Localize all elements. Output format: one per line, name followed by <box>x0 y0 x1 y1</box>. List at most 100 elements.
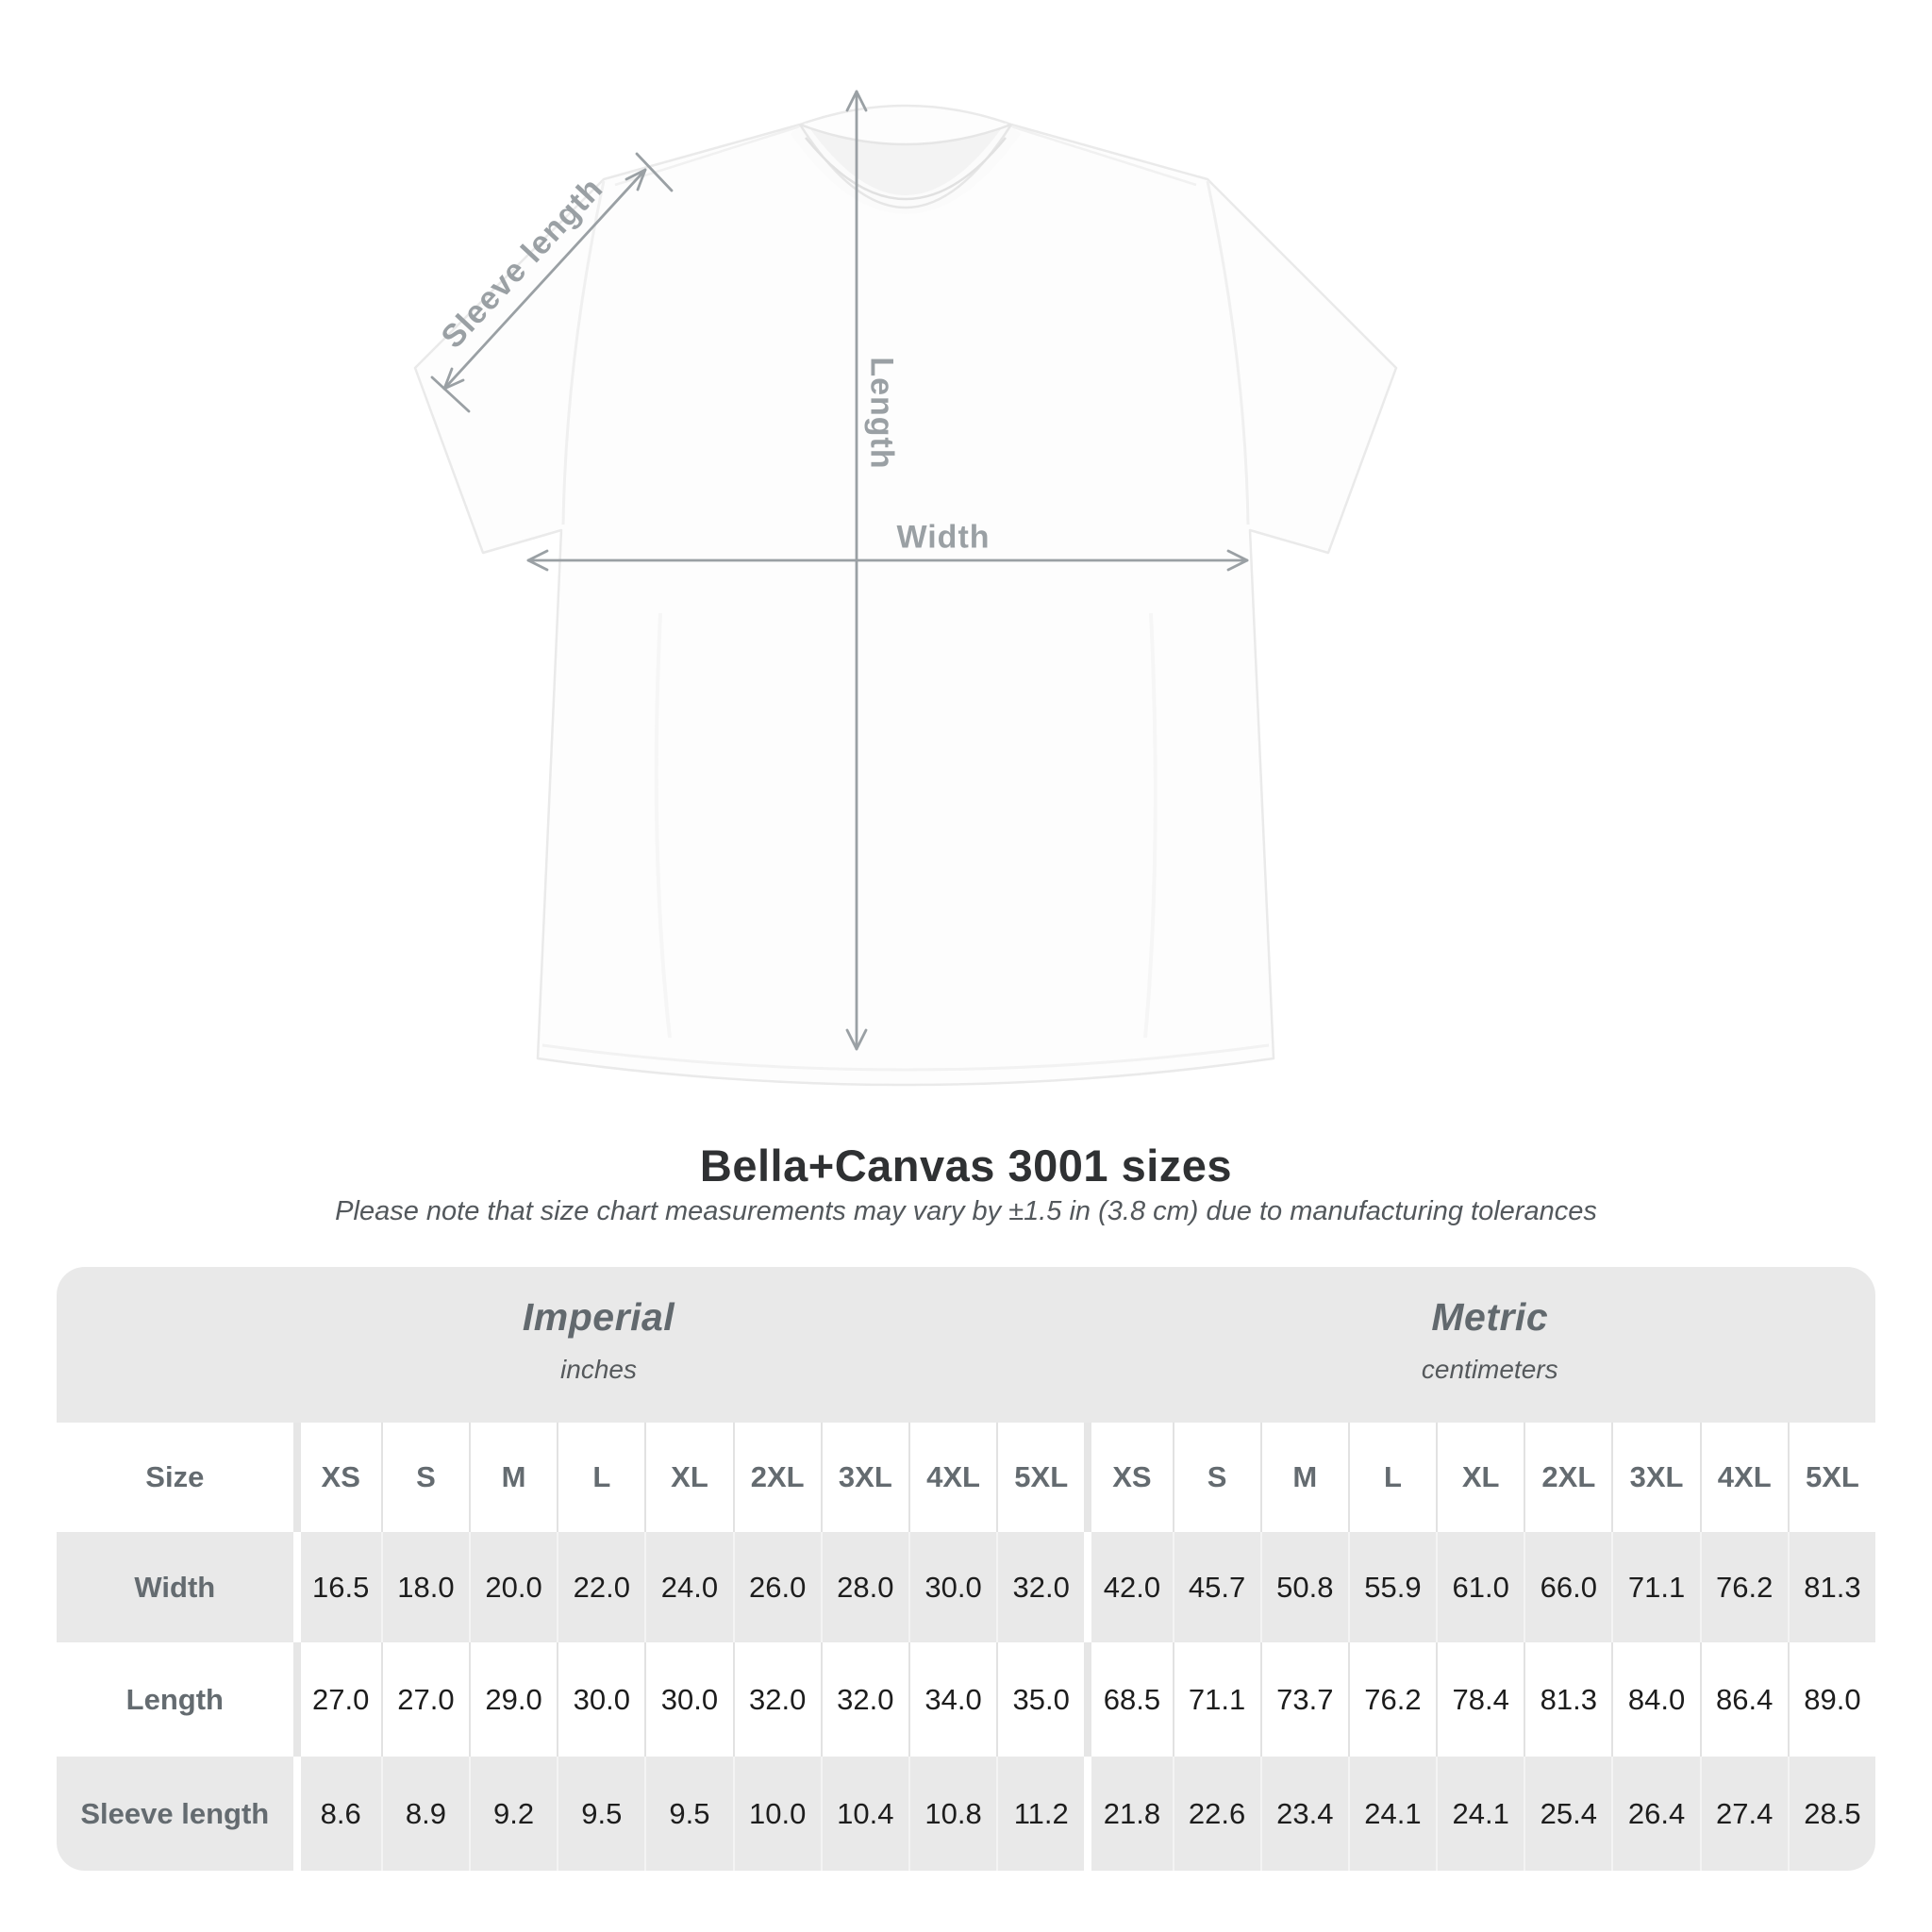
column-header-row: Size XS S M L XL 2XL 3XL 4XL 5XL XS S M L XL 2XL 3XL 4XL 5… <box>57 1423 1875 1532</box>
unit-header-band: Imperial inches Metric centimeters <box>57 1267 1875 1423</box>
metric-size-header: L <box>1347 1423 1436 1532</box>
metric-value-cell: 78.4 <box>1436 1642 1524 1757</box>
measurement-row: Length 27.0 27.0 29.0 30.0 30.0 32.0 32.0 34.0 35… <box>57 1642 1875 1757</box>
width-label: Width <box>896 519 991 556</box>
imperial-section-header: Imperial inches <box>523 1267 675 1423</box>
metric-value-cell: 27.4 <box>1699 1757 1788 1871</box>
metric-value-cell: 84.0 <box>1611 1642 1699 1757</box>
imperial-label: Imperial <box>522 1295 675 1339</box>
metric-value-cell: 73.7 <box>1259 1642 1348 1757</box>
metric-value-cell: 55.9 <box>1347 1532 1436 1642</box>
metric-label: Metric <box>1431 1295 1549 1339</box>
metric-value-cell: 22.6 <box>1172 1757 1260 1871</box>
imperial-value-cell: 9.2 <box>469 1757 557 1871</box>
imperial-value-cell: 30.0 <box>908 1532 996 1642</box>
metric-value-cell: 42.0 <box>1084 1532 1172 1642</box>
metric-value-cell: 76.2 <box>1347 1642 1436 1757</box>
imperial-value-cell: 10.8 <box>908 1757 996 1871</box>
tolerance-note: Please note that size chart measurements… <box>335 1196 1597 1226</box>
tshirt-measurement-diagram: Sleeve length Length Width <box>413 90 1398 1087</box>
metric-unit-label: centimeters <box>1421 1355 1558 1384</box>
metric-value-cell: 28.5 <box>1787 1757 1875 1871</box>
metric-size-header: M <box>1259 1423 1348 1532</box>
page-title: Bella+Canvas 3001 sizes <box>699 1141 1233 1191</box>
metric-value-cell: 61.0 <box>1436 1532 1524 1642</box>
metric-size-header: 4XL <box>1699 1423 1788 1532</box>
metric-size-header: 5XL <box>1787 1423 1875 1532</box>
metric-value-cell: 81.3 <box>1524 1642 1611 1757</box>
imperial-value-cell: 11.2 <box>996 1757 1084 1871</box>
measurement-row: Sleeve length 8.6 8.9 9.2 9.5 9.5 10.0 10.4 10.8… <box>57 1757 1875 1871</box>
imperial-size-header: 2XL <box>732 1423 821 1532</box>
metric-value-cell: 23.4 <box>1259 1757 1348 1871</box>
imperial-value-cell: 10.0 <box>732 1757 821 1871</box>
imperial-value-cell: 32.0 <box>732 1642 821 1757</box>
metric-size-header: S <box>1172 1423 1260 1532</box>
row-label: Width <box>134 1570 216 1604</box>
metric-size-header: XS <box>1084 1423 1172 1532</box>
tshirt-illustration <box>413 90 1398 1087</box>
length-label: Length <box>863 357 900 470</box>
sleeve-length-arrow <box>442 168 647 391</box>
size-table: Imperial inches Metric centimeters Size X… <box>57 1267 1875 1871</box>
metric-value-cell: 71.1 <box>1611 1532 1699 1642</box>
metric-value-cell: 66.0 <box>1524 1532 1611 1642</box>
imperial-size-header: M <box>469 1423 557 1532</box>
metric-section-header: Metric centimeters <box>1422 1267 1558 1423</box>
metric-size-header: 3XL <box>1611 1423 1699 1532</box>
metric-value-cell: 24.1 <box>1347 1757 1436 1871</box>
tshirt-collar <box>790 123 1022 214</box>
dimension-arrows <box>430 90 1249 1051</box>
imperial-value-cell: 18.0 <box>380 1532 469 1642</box>
imperial-value-cell: 26.0 <box>732 1532 821 1642</box>
imperial-value-cell: 30.0 <box>644 1642 732 1757</box>
imperial-value-cell: 16.5 <box>292 1532 381 1642</box>
metric-value-cell: 86.4 <box>1699 1642 1788 1757</box>
imperial-value-cell: 35.0 <box>996 1642 1084 1757</box>
imperial-value-cell: 22.0 <box>557 1532 644 1642</box>
imperial-size-header: 5XL <box>996 1423 1084 1532</box>
imperial-value-cell: 8.6 <box>292 1757 381 1871</box>
metric-value-cell: 24.1 <box>1436 1757 1524 1871</box>
imperial-value-cell: 32.0 <box>820 1642 908 1757</box>
imperial-size-header: S <box>380 1423 469 1532</box>
imperial-value-cell: 8.9 <box>380 1757 469 1871</box>
tshirt-body-shape <box>413 104 1398 1087</box>
metric-size-header: 2XL <box>1524 1423 1611 1532</box>
imperial-size-header: XS <box>292 1423 381 1532</box>
imperial-value-cell: 24.0 <box>644 1532 732 1642</box>
imperial-value-cell: 28.0 <box>820 1532 908 1642</box>
imperial-unit-label: inches <box>560 1355 637 1384</box>
size-column-header: Size <box>145 1460 205 1493</box>
imperial-value-cell: 30.0 <box>557 1642 644 1757</box>
metric-value-cell: 45.7 <box>1172 1532 1260 1642</box>
imperial-value-cell: 9.5 <box>557 1757 644 1871</box>
imperial-size-header: 4XL <box>908 1423 996 1532</box>
imperial-value-cell: 20.0 <box>469 1532 557 1642</box>
metric-value-cell: 25.4 <box>1524 1757 1611 1871</box>
imperial-value-cell: 32.0 <box>996 1532 1084 1642</box>
imperial-size-header: 3XL <box>820 1423 908 1532</box>
imperial-size-header: L <box>557 1423 644 1532</box>
imperial-value-cell: 10.4 <box>820 1757 908 1871</box>
row-label: Sleeve length <box>80 1796 270 1830</box>
measurement-row: Width 16.5 18.0 20.0 22.0 24.0 26.0 28.0 30.0 32.… <box>57 1532 1875 1642</box>
imperial-value-cell: 9.5 <box>644 1757 732 1871</box>
size-table-grid: Size XS S M L XL 2XL 3XL 4XL 5XL XS S M L XL 2XL 3XL 4XL 5… <box>57 1423 1875 1871</box>
imperial-size-header: XL <box>644 1423 732 1532</box>
metric-value-cell: 89.0 <box>1787 1642 1875 1757</box>
imperial-value-cell: 29.0 <box>469 1642 557 1757</box>
row-label: Length <box>125 1682 224 1716</box>
imperial-value-cell: 27.0 <box>380 1642 469 1757</box>
imperial-value-cell: 27.0 <box>292 1642 381 1757</box>
metric-size-header: XL <box>1436 1423 1524 1532</box>
metric-value-cell: 81.3 <box>1787 1532 1875 1642</box>
metric-value-cell: 26.4 <box>1611 1757 1699 1871</box>
metric-value-cell: 21.8 <box>1084 1757 1172 1871</box>
imperial-value-cell: 34.0 <box>908 1642 996 1757</box>
metric-value-cell: 68.5 <box>1084 1642 1172 1757</box>
metric-value-cell: 76.2 <box>1699 1532 1788 1642</box>
metric-value-cell: 50.8 <box>1259 1532 1348 1642</box>
metric-value-cell: 71.1 <box>1172 1642 1260 1757</box>
